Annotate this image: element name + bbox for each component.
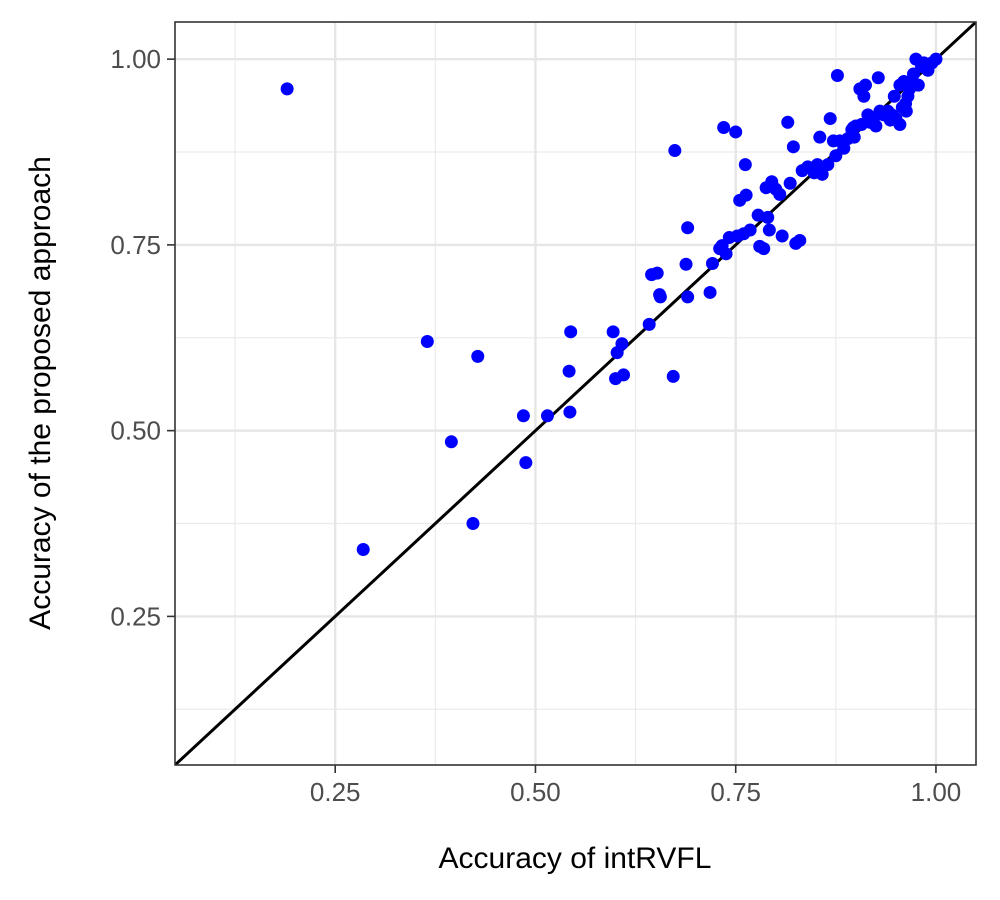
x-tick-label: 1.00 [911,777,962,807]
minor-gridlines [175,22,976,765]
data-point [679,257,693,271]
data-point [773,187,787,201]
data-point [562,364,576,378]
data-point [653,290,667,304]
data-point [681,290,695,304]
x-axis-title: Accuracy of intRVFL [439,842,712,875]
data-point [761,210,775,224]
y-tick-label: 0.50 [110,416,161,446]
data-point [617,368,631,382]
data-point [830,68,844,82]
data-point [717,121,731,135]
data-point [666,369,680,383]
data-point [739,188,753,202]
data-point [642,317,656,331]
data-point [280,82,294,96]
data-point [519,456,533,470]
y-tick-label: 0.25 [110,601,161,631]
x-tick-label: 0.50 [510,777,561,807]
data-point [858,78,872,92]
data-point [885,108,899,122]
data-point [762,223,776,237]
data-point [729,125,743,139]
data-point [757,242,771,256]
data-point [783,176,797,190]
data-point [668,144,682,158]
data-point [743,223,757,237]
data-point [703,285,717,299]
data-point [615,337,629,351]
data-point [911,78,925,92]
data-point [847,130,861,144]
data-point [420,334,434,348]
data-point [444,435,458,449]
data-point [471,349,485,363]
data-point [893,118,907,132]
y-axis-ticks: 0.25 0.50 0.75 1.00 [110,44,175,631]
data-point [516,409,530,423]
data-point [815,167,829,181]
major-gridlines [175,22,976,765]
data-point [821,158,835,172]
data-point [540,409,554,423]
y-tick-label: 1.00 [110,44,161,74]
data-point [719,247,733,261]
data-point [564,325,578,339]
y-tick-label: 0.75 [110,230,161,260]
data-point [705,256,719,270]
data-point [929,52,943,66]
data-point [869,119,883,133]
data-point [466,517,480,531]
data-point [899,104,913,118]
data-point [563,405,577,419]
data-point [857,89,871,103]
data-point [793,233,807,247]
data-point [813,130,827,144]
y-axis-title: Accuracy of the proposed approach [24,156,57,630]
data-point [810,158,824,172]
data-point [775,229,789,243]
plot-panel-border [174,21,977,766]
data-point [887,89,901,103]
x-tick-label: 0.25 [310,777,361,807]
data-point [781,115,795,129]
data-point [786,140,800,154]
data-point [650,266,664,280]
data-point [846,121,860,135]
x-axis-ticks: 0.25 0.50 0.75 1.00 [310,765,961,807]
data-point [606,325,620,339]
data-point [871,71,885,85]
data-point [823,112,837,126]
data-point [356,543,370,557]
x-tick-label: 0.75 [710,777,761,807]
data-points [280,52,943,557]
data-point [681,221,695,235]
data-point [738,158,752,172]
